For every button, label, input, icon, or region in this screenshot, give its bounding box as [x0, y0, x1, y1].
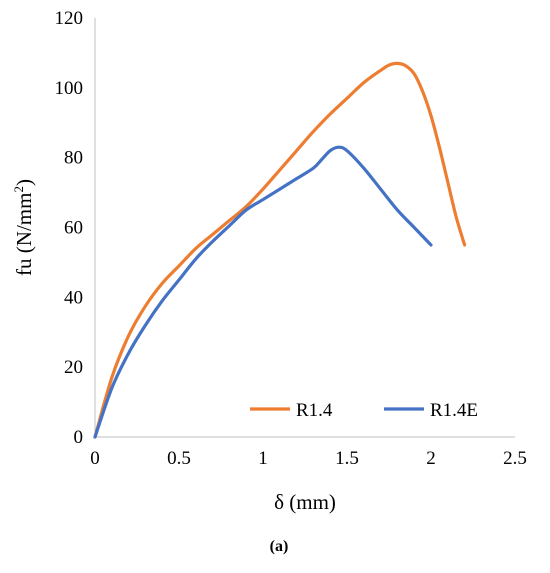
x-tick-label: 1.5: [335, 448, 359, 469]
legend-label-2: R1.4E: [430, 400, 478, 421]
series-line-2: [93, 145, 433, 439]
x-tick-labels: 0 0.5 1 1.5 2 2.5: [90, 448, 527, 469]
x-axis-title: δ (mm): [274, 490, 336, 514]
series-line-1: [93, 61, 467, 439]
x-tick-label: 2: [426, 448, 436, 469]
legend-label-1: R1.4: [296, 400, 333, 421]
x-tick-label: 2.5: [503, 448, 527, 469]
y-tick-label: 20: [64, 357, 83, 378]
figure-caption: (a): [270, 538, 289, 555]
x-tick-label: 0.5: [167, 448, 191, 469]
series-layer: [93, 61, 467, 439]
x-axis: 0 0.5 1 1.5 2 2.5: [90, 436, 527, 469]
y-axis-title-close: ): [12, 179, 36, 186]
x-tick-label: 1: [258, 448, 268, 469]
x-tick-label: 0: [90, 448, 100, 469]
y-axis-title-superscript: 2: [11, 186, 26, 193]
y-tick-label: 120: [55, 8, 84, 29]
y-tick-label: 0: [74, 427, 84, 448]
y-axis-title-main: fu (N/mm: [12, 193, 36, 276]
y-tick-label: 100: [55, 78, 84, 99]
y-axis: 0 20 40 60 80 100 120: [55, 8, 96, 448]
y-tick-label: 80: [64, 148, 83, 169]
y-tick-label: 60: [64, 218, 83, 239]
y-tick-label: 40: [64, 287, 83, 308]
legend: R1.4 R1.4E: [250, 400, 478, 421]
y-axis-title: fu (N/mm2): [11, 179, 36, 276]
y-tick-labels: 0 20 40 60 80 100 120: [55, 8, 84, 448]
